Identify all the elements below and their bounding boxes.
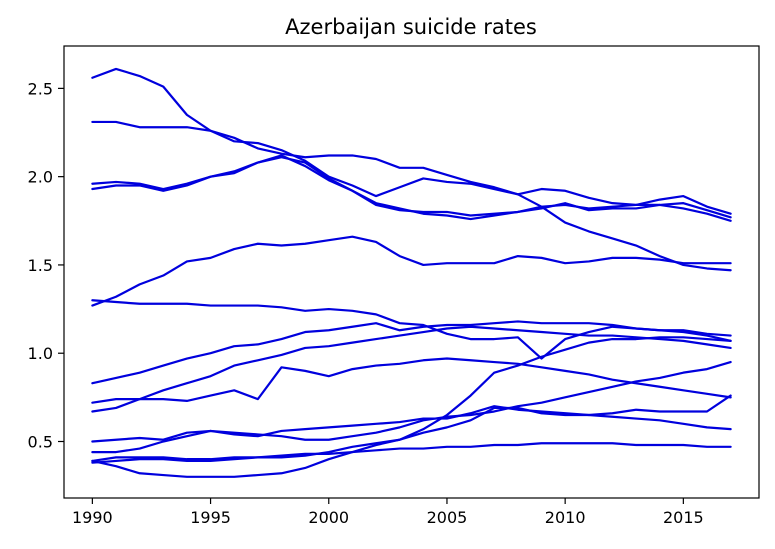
series-line-10 bbox=[91, 360, 732, 443]
y-tick-label: 2.5 bbox=[28, 79, 53, 98]
x-tick-label: 2015 bbox=[663, 508, 704, 527]
series-layer bbox=[91, 67, 732, 478]
y-tick-label: 0.5 bbox=[28, 433, 53, 452]
axes-layer: 1990 1995 2000 2005 2010 2015 0.5 1.0 1.5 2.0 2.5 bbox=[28, 45, 760, 527]
series-line-12 bbox=[91, 394, 732, 463]
series-line-8 bbox=[91, 357, 732, 404]
chart-title: Azerbaijan suicide rates bbox=[285, 15, 537, 39]
y-tick-label: 2.0 bbox=[28, 168, 53, 187]
series-line-11 bbox=[91, 405, 732, 454]
series-line-4 bbox=[91, 154, 732, 219]
x-tick-label: 2010 bbox=[545, 508, 586, 527]
x-tick-label: 1995 bbox=[190, 508, 231, 527]
series-line-14 bbox=[91, 442, 732, 464]
plot-frame bbox=[63, 45, 760, 499]
series-line-2 bbox=[91, 120, 732, 272]
series-line-13 bbox=[91, 336, 732, 478]
x-tick-label: 1990 bbox=[72, 508, 113, 527]
series-line-5 bbox=[91, 235, 732, 307]
series-line-1 bbox=[91, 67, 732, 215]
y-tick-label: 1.0 bbox=[28, 344, 53, 363]
series-line-7 bbox=[91, 320, 732, 385]
x-tick-label: 2005 bbox=[427, 508, 468, 527]
series-line-9 bbox=[91, 325, 732, 413]
y-tick-label: 1.5 bbox=[28, 256, 53, 275]
x-tick-label: 2000 bbox=[308, 508, 349, 527]
